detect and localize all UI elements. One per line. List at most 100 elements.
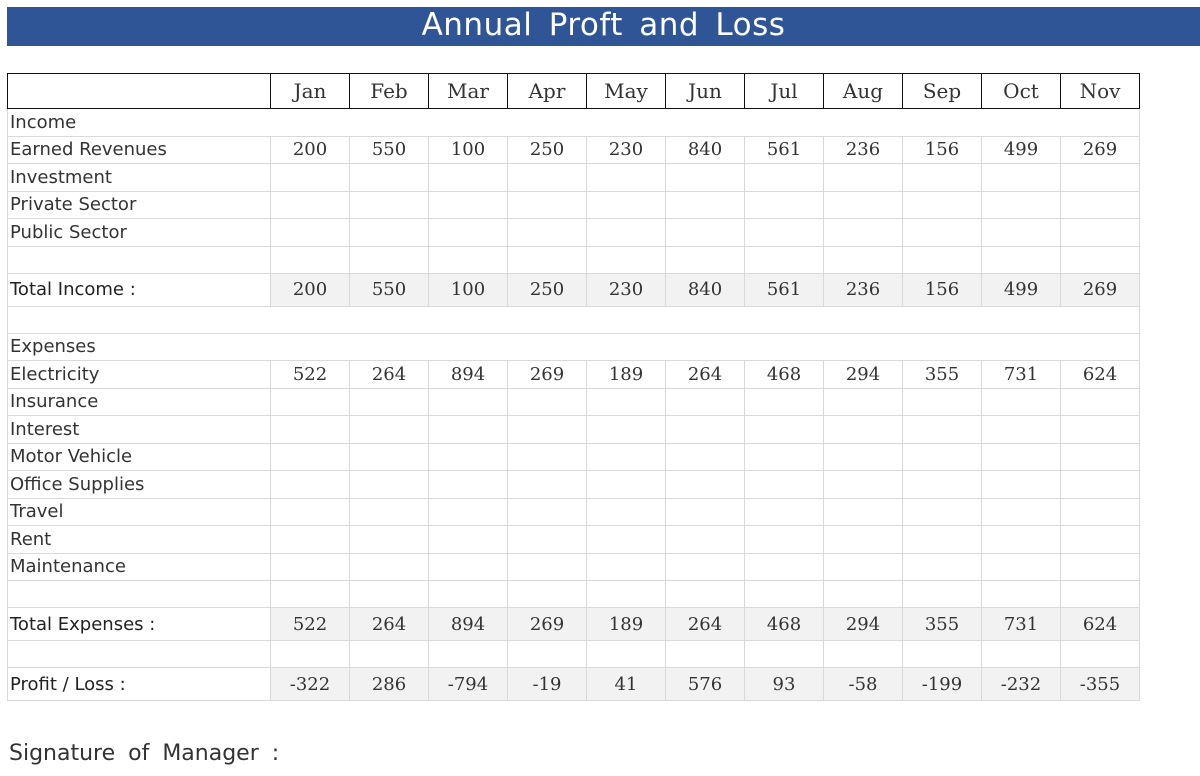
value-cell[interactable] [349, 218, 429, 247]
value-cell[interactable] [270, 442, 350, 471]
value-cell[interactable] [981, 552, 1061, 581]
value-cell[interactable] [1060, 525, 1140, 554]
value-cell[interactable]: -322 [270, 667, 350, 701]
value-cell[interactable] [665, 497, 745, 526]
value-cell[interactable] [1060, 163, 1140, 192]
value-cell[interactable]: 264 [349, 607, 429, 641]
blank-cell[interactable] [902, 245, 982, 274]
blank-cell[interactable] [507, 640, 587, 668]
value-cell[interactable] [981, 497, 1061, 526]
value-cell[interactable] [981, 190, 1061, 219]
blank-cell[interactable] [665, 245, 745, 274]
blank-cell[interactable] [744, 245, 824, 274]
blank-cell[interactable] [428, 245, 508, 274]
value-cell[interactable]: 561 [744, 135, 824, 164]
value-cell[interactable]: 100 [428, 272, 508, 307]
blank-cell[interactable] [902, 580, 982, 608]
value-cell[interactable] [981, 218, 1061, 247]
value-cell[interactable]: 561 [744, 272, 824, 307]
value-cell[interactable] [902, 387, 982, 416]
blank-cell[interactable] [1060, 640, 1140, 668]
value-cell[interactable] [665, 415, 745, 444]
value-cell[interactable]: -794 [428, 667, 508, 701]
value-cell[interactable]: 894 [428, 607, 508, 641]
value-cell[interactable] [270, 470, 350, 499]
value-cell[interactable] [1060, 442, 1140, 471]
value-cell[interactable] [428, 163, 508, 192]
value-cell[interactable] [586, 190, 666, 219]
value-cell[interactable]: 576 [665, 667, 745, 701]
value-cell[interactable] [1060, 470, 1140, 499]
value-cell[interactable] [902, 552, 982, 581]
value-cell[interactable] [744, 218, 824, 247]
blank-cell[interactable] [349, 245, 429, 274]
value-cell[interactable]: 189 [586, 360, 666, 389]
value-cell[interactable] [349, 442, 429, 471]
value-cell[interactable]: 294 [823, 607, 903, 641]
value-cell[interactable] [981, 442, 1061, 471]
value-cell[interactable] [586, 470, 666, 499]
blank-cell[interactable] [981, 580, 1061, 608]
value-cell[interactable] [428, 387, 508, 416]
value-cell[interactable]: -199 [902, 667, 982, 701]
value-cell[interactable] [1060, 387, 1140, 416]
value-cell[interactable] [823, 218, 903, 247]
value-cell[interactable] [507, 218, 587, 247]
value-cell[interactable] [665, 190, 745, 219]
value-cell[interactable]: -355 [1060, 667, 1140, 701]
value-cell[interactable] [349, 415, 429, 444]
value-cell[interactable]: 156 [902, 135, 982, 164]
value-cell[interactable]: 355 [902, 360, 982, 389]
blank-cell[interactable] [428, 640, 508, 668]
value-cell[interactable] [507, 470, 587, 499]
value-cell[interactable] [665, 218, 745, 247]
value-cell[interactable] [981, 387, 1061, 416]
value-cell[interactable] [428, 525, 508, 554]
value-cell[interactable] [744, 415, 824, 444]
value-cell[interactable] [507, 415, 587, 444]
value-cell[interactable] [349, 470, 429, 499]
value-cell[interactable]: 41 [586, 667, 666, 701]
value-cell[interactable]: 624 [1060, 607, 1140, 641]
value-cell[interactable]: 522 [270, 607, 350, 641]
value-cell[interactable] [744, 163, 824, 192]
blank-cell[interactable] [823, 640, 903, 668]
value-cell[interactable] [981, 415, 1061, 444]
blank-cell[interactable] [1060, 245, 1140, 274]
value-cell[interactable]: 269 [507, 607, 587, 641]
value-cell[interactable]: 250 [507, 135, 587, 164]
value-cell[interactable] [270, 163, 350, 192]
value-cell[interactable] [428, 415, 508, 444]
value-cell[interactable] [349, 552, 429, 581]
value-cell[interactable] [586, 525, 666, 554]
value-cell[interactable] [902, 470, 982, 499]
value-cell[interactable]: 294 [823, 360, 903, 389]
value-cell[interactable] [349, 163, 429, 192]
value-cell[interactable] [586, 387, 666, 416]
value-cell[interactable] [1060, 218, 1140, 247]
value-cell[interactable]: 250 [507, 272, 587, 307]
value-cell[interactable] [349, 190, 429, 219]
value-cell[interactable] [823, 552, 903, 581]
value-cell[interactable] [981, 525, 1061, 554]
value-cell[interactable]: 894 [428, 360, 508, 389]
value-cell[interactable] [270, 415, 350, 444]
value-cell[interactable] [586, 442, 666, 471]
value-cell[interactable]: 624 [1060, 360, 1140, 389]
value-cell[interactable]: 499 [981, 135, 1061, 164]
value-cell[interactable] [507, 387, 587, 416]
blank-cell[interactable] [665, 640, 745, 668]
blank-cell[interactable] [270, 640, 350, 668]
value-cell[interactable] [665, 470, 745, 499]
value-cell[interactable] [586, 218, 666, 247]
value-cell[interactable] [744, 552, 824, 581]
value-cell[interactable] [1060, 190, 1140, 219]
blank-cell[interactable] [586, 640, 666, 668]
value-cell[interactable] [349, 387, 429, 416]
value-cell[interactable] [902, 525, 982, 554]
value-cell[interactable] [270, 525, 350, 554]
value-cell[interactable] [270, 387, 350, 416]
value-cell[interactable] [270, 497, 350, 526]
value-cell[interactable] [744, 190, 824, 219]
value-cell[interactable]: 264 [665, 360, 745, 389]
